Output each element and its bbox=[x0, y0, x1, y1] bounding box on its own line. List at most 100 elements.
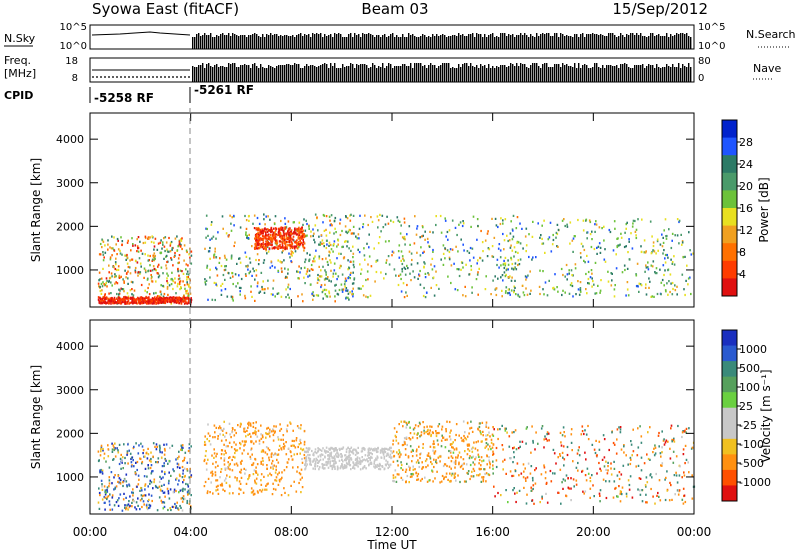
data-point bbox=[599, 489, 602, 492]
data-point bbox=[161, 247, 163, 250]
data-point bbox=[603, 438, 606, 441]
data-point bbox=[494, 217, 497, 220]
data-point bbox=[126, 484, 128, 487]
data-point bbox=[187, 483, 189, 486]
data-point bbox=[104, 251, 107, 254]
data-point bbox=[400, 476, 403, 479]
freq-bar bbox=[374, 65, 376, 82]
data-point bbox=[124, 506, 126, 509]
data-point bbox=[676, 234, 679, 237]
data-point bbox=[113, 275, 116, 279]
data-point bbox=[297, 236, 300, 240]
nsky-bar bbox=[640, 33, 642, 49]
data-point bbox=[278, 245, 281, 248]
data-point bbox=[272, 233, 275, 236]
data-point bbox=[166, 487, 169, 490]
data-point bbox=[477, 474, 480, 477]
data-point bbox=[168, 236, 170, 240]
nsky-bar bbox=[272, 35, 274, 49]
data-point bbox=[105, 281, 107, 285]
data-point bbox=[352, 287, 354, 290]
data-point bbox=[106, 490, 109, 493]
data-point bbox=[325, 257, 327, 260]
data-point bbox=[215, 266, 217, 269]
data-point bbox=[300, 491, 302, 494]
data-point bbox=[390, 446, 392, 450]
data-point bbox=[327, 460, 330, 463]
nsky-bar bbox=[308, 34, 310, 49]
freq-bar bbox=[510, 63, 512, 82]
data-point bbox=[227, 461, 229, 464]
data-point bbox=[352, 295, 354, 298]
data-point bbox=[662, 264, 665, 267]
freq-bar bbox=[440, 65, 442, 82]
data-point bbox=[297, 466, 299, 469]
data-point bbox=[228, 422, 231, 425]
data-point bbox=[303, 234, 306, 237]
data-point bbox=[164, 457, 166, 461]
data-point bbox=[185, 249, 188, 252]
data-point bbox=[136, 485, 138, 488]
data-point bbox=[273, 231, 276, 234]
data-point bbox=[223, 463, 226, 466]
data-point bbox=[472, 215, 475, 218]
data-point bbox=[212, 492, 214, 495]
data-point bbox=[350, 232, 353, 235]
data-point bbox=[399, 455, 401, 458]
freq-bar bbox=[192, 66, 194, 82]
data-point bbox=[162, 501, 164, 504]
data-point bbox=[260, 462, 262, 465]
data-point bbox=[133, 301, 135, 304]
nsky-bar bbox=[532, 36, 534, 49]
freq-bar bbox=[618, 68, 620, 82]
cpid-segment-1: -5258 RF bbox=[94, 91, 154, 105]
data-point bbox=[664, 269, 666, 272]
nsky-bar bbox=[552, 36, 554, 49]
data-point bbox=[589, 220, 592, 224]
data-point bbox=[263, 475, 265, 478]
data-point bbox=[407, 267, 409, 270]
data-point bbox=[665, 439, 668, 442]
data-point bbox=[181, 270, 183, 273]
data-point bbox=[473, 441, 475, 444]
data-point bbox=[453, 262, 455, 265]
data-point bbox=[362, 459, 364, 462]
data-point bbox=[133, 289, 136, 292]
nsky-bar bbox=[434, 36, 436, 49]
data-point bbox=[495, 287, 497, 290]
data-point bbox=[449, 451, 452, 454]
data-point bbox=[511, 249, 514, 252]
data-point bbox=[246, 236, 248, 239]
freq-bar bbox=[632, 68, 634, 82]
data-point bbox=[398, 473, 400, 476]
data-point bbox=[403, 217, 406, 220]
data-point bbox=[637, 285, 639, 288]
data-point bbox=[670, 282, 672, 285]
data-point bbox=[152, 487, 154, 490]
data-point bbox=[445, 472, 448, 475]
data-point bbox=[411, 436, 414, 439]
data-point bbox=[322, 458, 324, 461]
data-point bbox=[265, 436, 267, 439]
data-point bbox=[101, 246, 103, 249]
data-point bbox=[211, 298, 214, 301]
nsky-bar bbox=[340, 34, 342, 49]
freq-bar bbox=[514, 66, 516, 82]
data-point bbox=[381, 214, 384, 217]
data-point bbox=[151, 269, 154, 272]
data-point bbox=[204, 278, 206, 281]
data-point bbox=[422, 294, 425, 298]
freq-bar bbox=[340, 68, 342, 82]
data-point bbox=[206, 437, 208, 441]
data-point bbox=[390, 450, 392, 453]
data-point bbox=[556, 232, 559, 236]
data-point bbox=[447, 275, 449, 278]
data-point bbox=[316, 465, 319, 468]
data-point bbox=[442, 244, 445, 247]
data-point bbox=[268, 459, 271, 462]
data-point bbox=[451, 219, 454, 222]
data-point bbox=[223, 459, 226, 462]
data-point bbox=[643, 462, 646, 465]
data-point bbox=[331, 456, 333, 459]
data-point bbox=[348, 461, 351, 464]
